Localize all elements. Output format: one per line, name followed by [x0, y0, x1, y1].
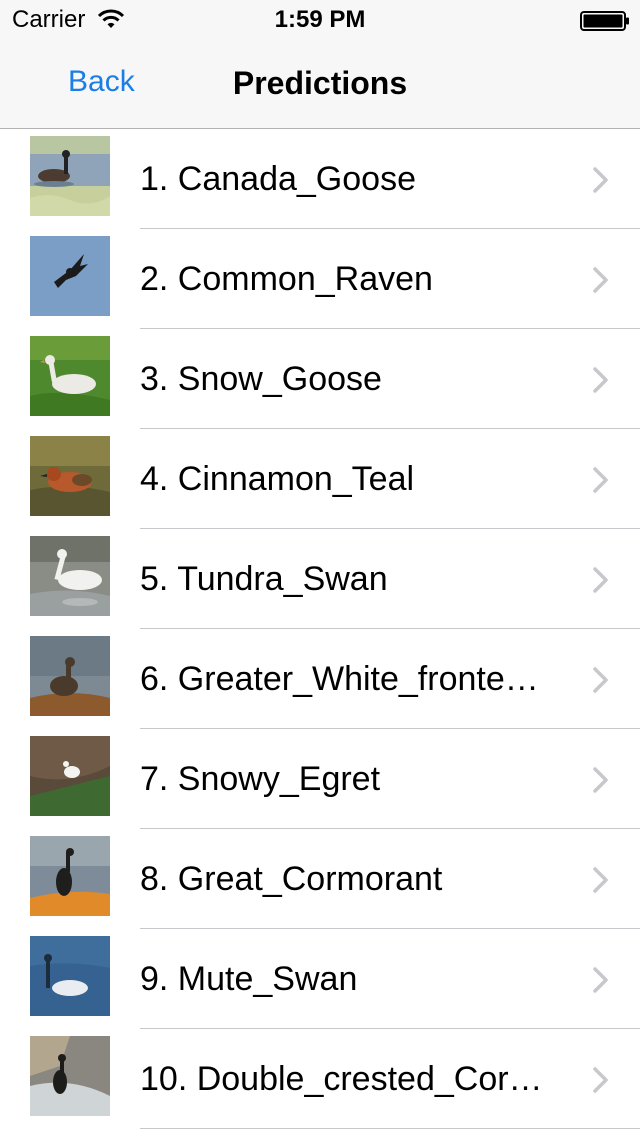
prediction-row[interactable]: 2. Common_Raven: [0, 229, 640, 329]
prediction-row[interactable]: 7. Snowy_Egret: [0, 729, 640, 829]
great-cormorant-photo: [30, 836, 110, 916]
chevron-right-icon: [592, 267, 610, 293]
prediction-row[interactable]: 6. Greater_White_fronte…: [0, 629, 640, 729]
chevron-right-icon: [592, 1067, 610, 1093]
prediction-label: 2. Common_Raven: [140, 260, 433, 298]
snowy-egret-photo: [30, 736, 110, 816]
prediction-label: 4. Cinnamon_Teal: [140, 460, 415, 498]
prediction-row[interactable]: 8. Great_Cormorant: [0, 829, 640, 929]
battery-icon: [580, 11, 630, 31]
prediction-label: 3. Snow_Goose: [140, 360, 382, 398]
chevron-right-icon: [592, 567, 610, 593]
prediction-row[interactable]: 1. Canada_Goose: [0, 129, 640, 229]
prediction-row[interactable]: 10. Double_crested_Cor…: [0, 1029, 640, 1129]
row-separator: [140, 728, 640, 729]
prediction-row[interactable]: 9. Mute_Swan: [0, 929, 640, 1029]
prediction-label: 9. Mute_Swan: [140, 960, 358, 998]
prediction-label: 10. Double_crested_Cor…: [140, 1060, 543, 1098]
greater-white-fronted-goose-photo: [30, 636, 110, 716]
status-bar: Carrier 1:59 PM: [0, 0, 640, 40]
row-separator: [140, 628, 640, 629]
status-time: 1:59 PM: [274, 6, 366, 33]
chevron-right-icon: [592, 867, 610, 893]
navigation-bar: Back Predictions: [0, 40, 640, 129]
wifi-icon: [97, 9, 125, 29]
double-crested-cormorant-photo: [30, 1036, 110, 1116]
back-button[interactable]: Back: [68, 65, 135, 98]
chevron-right-icon: [592, 467, 610, 493]
page-title: Predictions: [232, 65, 408, 101]
carrier-label: Carrier: [12, 6, 86, 33]
row-separator: [140, 528, 640, 529]
chevron-right-icon: [592, 367, 610, 393]
common-raven-photo: [30, 236, 110, 316]
prediction-label: 8. Great_Cormorant: [140, 860, 443, 898]
prediction-label: 7. Snowy_Egret: [140, 760, 381, 798]
chevron-right-icon: [592, 667, 610, 693]
prediction-row[interactable]: 5. Tundra_Swan: [0, 529, 640, 629]
canada-goose-photo: [30, 136, 110, 216]
row-separator: [140, 928, 640, 929]
prediction-label: 5. Tundra_Swan: [140, 560, 388, 598]
chevron-right-icon: [592, 967, 610, 993]
row-separator: [140, 328, 640, 329]
row-separator: [140, 1128, 640, 1129]
predictions-list: 1. Canada_Goose 2. Common_Raven: [0, 129, 640, 1129]
prediction-label: 1. Canada_Goose: [140, 160, 416, 198]
prediction-row[interactable]: 4. Cinnamon_Teal: [0, 429, 640, 529]
mute-swan-photo: [30, 936, 110, 1016]
prediction-row[interactable]: 3. Snow_Goose: [0, 329, 640, 429]
prediction-label: 6. Greater_White_fronte…: [140, 660, 539, 698]
row-separator: [140, 228, 640, 229]
chevron-right-icon: [592, 167, 610, 193]
row-separator: [140, 828, 640, 829]
row-separator: [140, 1028, 640, 1029]
chevron-right-icon: [592, 767, 610, 793]
tundra-swan-photo: [30, 536, 110, 616]
cinnamon-teal-photo: [30, 436, 110, 516]
row-separator: [140, 428, 640, 429]
snow-goose-photo: [30, 336, 110, 416]
